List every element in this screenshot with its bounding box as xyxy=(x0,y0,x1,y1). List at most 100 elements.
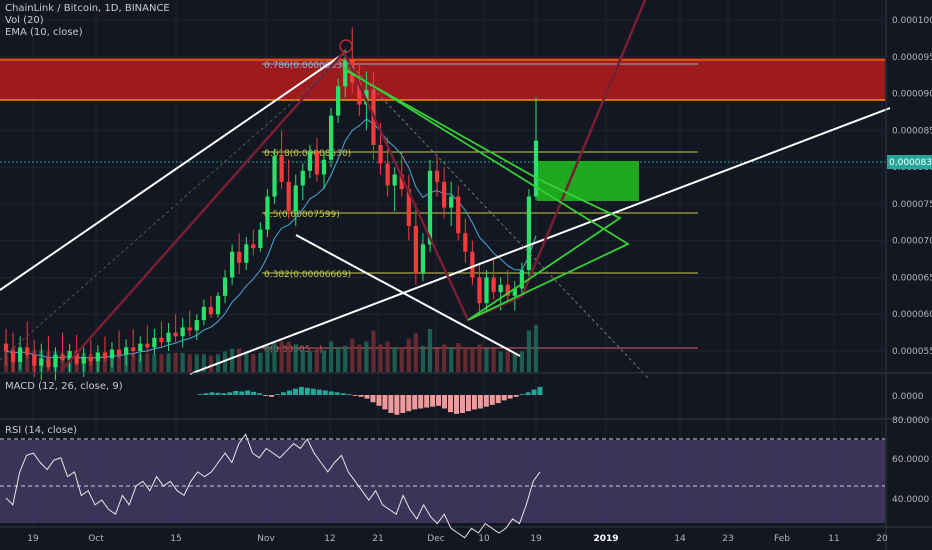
volume-bar xyxy=(505,351,510,372)
volume-bar xyxy=(102,354,108,372)
candle-body xyxy=(74,351,79,364)
candle-body xyxy=(208,306,214,315)
fib-5-label: 0.5(0.00007599) xyxy=(264,210,340,220)
macd-bar xyxy=(203,393,209,395)
candle-body xyxy=(392,174,397,186)
time-tick: 14 xyxy=(674,534,686,544)
volume-bar xyxy=(159,354,164,372)
candle-body xyxy=(173,332,178,337)
time-tick: 15 xyxy=(170,534,181,544)
macd-bar xyxy=(459,395,465,413)
macd-bar xyxy=(495,395,501,404)
candle-body xyxy=(321,159,327,175)
volume-bar xyxy=(519,351,524,372)
volume-bar xyxy=(293,344,298,372)
volume-bar xyxy=(265,345,270,372)
candle-body xyxy=(505,284,510,296)
candle-body xyxy=(237,251,242,263)
macd-bar xyxy=(382,395,388,410)
volume-bar xyxy=(251,354,256,372)
candle-body xyxy=(230,251,235,278)
candle-body xyxy=(498,284,503,293)
macd-bar xyxy=(525,392,531,395)
macd-bar xyxy=(436,395,442,406)
green-triangle xyxy=(343,67,630,321)
candle-body xyxy=(222,277,228,296)
candle-body xyxy=(53,354,58,368)
macd-bar xyxy=(424,395,430,408)
rsi-line xyxy=(5,433,541,539)
macd-bar xyxy=(519,394,525,395)
volume-bar xyxy=(336,347,341,372)
candle-body xyxy=(201,306,206,321)
macd-bar xyxy=(388,395,394,413)
volume-bar xyxy=(470,347,475,372)
candle-body xyxy=(194,320,199,331)
macd-bar xyxy=(286,390,292,395)
price-tick: 0.00010000 xyxy=(892,16,932,26)
candle-body xyxy=(166,332,171,343)
candle-body xyxy=(385,163,390,186)
time-tick: 19 xyxy=(27,534,39,544)
volume-bar xyxy=(60,352,65,372)
volume-bar xyxy=(230,348,235,372)
volume-bar xyxy=(180,352,185,372)
candle-body xyxy=(95,352,100,362)
time-tick: Feb xyxy=(774,534,790,544)
vol-label: Vol (20) xyxy=(5,15,44,26)
macd-bar xyxy=(489,395,495,405)
macd-bar xyxy=(215,392,221,395)
candle-body xyxy=(10,351,16,363)
candle-body xyxy=(152,337,157,348)
volume-bar xyxy=(498,351,503,372)
macd-histogram xyxy=(197,386,543,415)
price-badge: 0.00008364 xyxy=(889,158,932,168)
volume-bar xyxy=(286,341,291,372)
candle-body xyxy=(60,354,65,360)
volume-bar xyxy=(512,352,517,372)
macd-bar xyxy=(483,395,489,407)
candle-body xyxy=(336,86,341,116)
macd-bar xyxy=(281,392,287,395)
dashed-guide-1 xyxy=(343,57,651,381)
candle-body xyxy=(124,347,129,355)
volume-bar xyxy=(449,347,454,372)
time-tick: Oct xyxy=(88,534,104,544)
price-tick: 0.00005500 xyxy=(892,347,932,357)
volume-bar xyxy=(434,348,440,372)
time-tick: 20 xyxy=(876,534,888,544)
candle-body xyxy=(470,251,475,278)
macd-bar xyxy=(507,395,513,399)
macd-bar xyxy=(430,395,436,407)
chart-legend: ChainLink / Bitcoin, 1D, BINANCE Vol (20… xyxy=(5,3,170,39)
volume-bar xyxy=(456,343,461,372)
candle-body xyxy=(343,60,348,87)
candle-body xyxy=(307,152,312,171)
macd-bar xyxy=(257,393,263,395)
candle-body xyxy=(187,327,192,331)
candle-body xyxy=(3,343,9,351)
macd-bar xyxy=(340,393,346,395)
symbol-title: ChainLink / Bitcoin, 1D, BINANCE xyxy=(5,3,170,14)
candle-body xyxy=(131,347,136,351)
macd-bar xyxy=(316,389,322,395)
volume-bar xyxy=(371,330,376,372)
macd-bar xyxy=(310,388,316,395)
macd-zero-label: 0.0000 xyxy=(892,392,924,402)
volume-bar xyxy=(399,347,404,372)
ema-line xyxy=(5,118,537,359)
macd-bar xyxy=(334,392,340,395)
candle-body xyxy=(456,196,461,234)
volume-bar xyxy=(406,338,411,372)
fib-618-label: 0.618(0.00008530) xyxy=(264,149,351,159)
volume-bar xyxy=(237,348,242,372)
volume-bar xyxy=(442,344,447,372)
macd-bar xyxy=(400,395,406,413)
volume-bar xyxy=(208,355,214,372)
volume-bar xyxy=(385,341,390,372)
candle-body xyxy=(116,349,122,355)
macd-bar xyxy=(322,390,328,395)
volume-bar xyxy=(279,341,284,372)
macd-bar xyxy=(448,395,454,413)
